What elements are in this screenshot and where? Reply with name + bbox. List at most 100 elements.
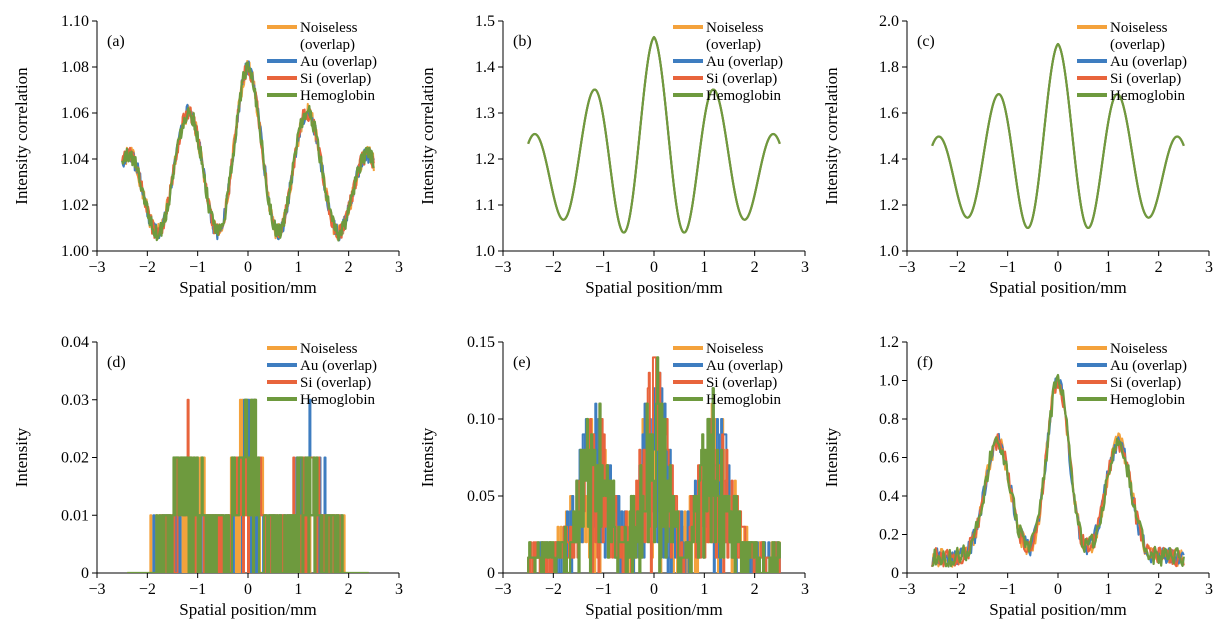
y-tick-label: 0.2 bbox=[879, 527, 899, 544]
legend-label-noiseless: (overlap) bbox=[706, 37, 761, 53]
x-tick-label: −2 bbox=[545, 259, 562, 276]
x-tick-label: 1 bbox=[1104, 259, 1112, 276]
legend-label-si: Si (overlap) bbox=[300, 71, 371, 87]
y-axis-label: Intensity bbox=[822, 427, 841, 487]
x-tick-label: −2 bbox=[139, 259, 156, 276]
x-tick-label: 0 bbox=[244, 581, 252, 598]
x-tick-label: 3 bbox=[1205, 259, 1213, 276]
legend-label-hemoglobin: Hemoglobin bbox=[706, 88, 781, 104]
x-tick-label: −2 bbox=[949, 259, 966, 276]
y-tick-label: 1.6 bbox=[879, 105, 899, 122]
y-tick-label: 1.06 bbox=[61, 105, 89, 122]
legend-label-hemoglobin: Hemoglobin bbox=[706, 392, 781, 408]
series-line-hemoglobin bbox=[127, 398, 369, 573]
panel-e: −3 −2 −1 0 1 2 3 0 0.05 0.10 0.15 Spatial position/… bbox=[418, 334, 809, 619]
x-tick-label: −1 bbox=[999, 581, 1016, 598]
y-tick-label: 0 bbox=[891, 565, 899, 582]
x-tick-label: −1 bbox=[189, 259, 206, 276]
y-tick-label: 0.01 bbox=[61, 507, 89, 524]
legend-label-noiseless: Noiseless bbox=[300, 341, 358, 357]
y-tick-label: 1.00 bbox=[61, 243, 89, 260]
series-line-hemoglobin bbox=[931, 42, 1185, 230]
y-tick-label: 1.10 bbox=[61, 13, 89, 30]
y-tick-label: 1.3 bbox=[475, 105, 495, 122]
x-tick-label: 1 bbox=[700, 259, 708, 276]
y-tick-label: 0.15 bbox=[467, 334, 495, 351]
y-tick-label: 1.5 bbox=[475, 13, 495, 30]
y-axis-label: Intensity correlation bbox=[12, 67, 31, 205]
y-tick-label: 1.8 bbox=[879, 59, 899, 76]
x-tick-label: −3 bbox=[898, 581, 915, 598]
panel-tag: (e) bbox=[513, 354, 531, 371]
legend-label-noiseless: Noiseless bbox=[706, 341, 764, 357]
x-tick-label: −3 bbox=[88, 581, 105, 598]
y-tick-label: 2.0 bbox=[879, 13, 899, 30]
x-axis-label: Spatial position/mm bbox=[179, 600, 316, 619]
legend-label-au: Au (overlap) bbox=[706, 358, 783, 374]
x-tick-label: 0 bbox=[650, 581, 658, 598]
y-tick-label: 1.0 bbox=[879, 243, 899, 260]
legend-label-au: Au (overlap) bbox=[300, 54, 377, 70]
y-tick-label: 1.0 bbox=[475, 243, 495, 260]
x-tick-label: 2 bbox=[345, 259, 353, 276]
legend-label-hemoglobin: Hemoglobin bbox=[300, 88, 375, 104]
legend-label-si: Si (overlap) bbox=[1110, 375, 1181, 391]
x-axis-label: Spatial position/mm bbox=[989, 278, 1126, 297]
legend-label-noiseless: Noiseless bbox=[706, 20, 764, 36]
y-tick-label: 0 bbox=[487, 565, 495, 582]
y-tick-label: 1.02 bbox=[61, 197, 89, 214]
y-axis-label: Intensity correlation bbox=[418, 67, 437, 205]
legend-label-si: Si (overlap) bbox=[706, 71, 777, 87]
legend-label-au: Au (overlap) bbox=[1110, 358, 1187, 374]
x-tick-label: −2 bbox=[139, 581, 156, 598]
panel-f: −3 −2 −1 0 1 2 3 0 0.2 0.4 0.6 0.8 1.0 1.2 Spatial pos… bbox=[822, 334, 1213, 619]
x-axis-label: Spatial position/mm bbox=[989, 600, 1126, 619]
legend-label-au: Au (overlap) bbox=[1110, 54, 1187, 70]
y-tick-label: 0.10 bbox=[467, 411, 495, 428]
x-axis-label: Spatial position/mm bbox=[179, 278, 316, 297]
series-line-hemoglobin bbox=[527, 36, 781, 234]
y-axis-label: Intensity correlation bbox=[822, 67, 841, 205]
x-tick-label: 2 bbox=[345, 581, 353, 598]
panel-b: −3 −2 −1 0 1 2 3 1.0 1.1 1.2 1.3 1.4 1.5 Spatial posi… bbox=[418, 13, 809, 297]
series-line-si bbox=[931, 379, 1185, 568]
y-tick-label: 1.2 bbox=[879, 197, 899, 214]
y-tick-label: 0.4 bbox=[879, 488, 899, 505]
legend-label-noiseless: (overlap) bbox=[1110, 37, 1165, 53]
y-tick-label: 1.0 bbox=[879, 373, 899, 390]
y-tick-label: 0.03 bbox=[61, 392, 89, 409]
series-line-hemoglobin bbox=[121, 61, 375, 242]
legend-label-noiseless: (overlap) bbox=[300, 37, 355, 53]
series-line-hemoglobin bbox=[527, 356, 781, 573]
y-axis-label: Intensity bbox=[12, 427, 31, 487]
x-tick-label: −1 bbox=[189, 581, 206, 598]
x-tick-label: −2 bbox=[545, 581, 562, 598]
x-tick-label: −3 bbox=[494, 581, 511, 598]
panel-d: −3 −2 −1 0 1 2 3 0 0.01 0.02 0.03 0.04 Spatial posit… bbox=[12, 334, 403, 619]
y-tick-label: 1.4 bbox=[879, 151, 899, 168]
panel-tag: (c) bbox=[917, 33, 935, 50]
legend-label-hemoglobin: Hemoglobin bbox=[1110, 392, 1185, 408]
x-tick-label: 3 bbox=[395, 259, 403, 276]
y-tick-label: 1.08 bbox=[61, 59, 89, 76]
y-tick-label: 0.04 bbox=[61, 334, 89, 351]
legend-label-au: Au (overlap) bbox=[706, 54, 783, 70]
panel-c: −3 −2 −1 0 1 2 3 1.0 1.2 1.4 1.6 1.8 2.0 Spatial posi… bbox=[822, 13, 1213, 297]
y-tick-label: 1.1 bbox=[475, 197, 495, 214]
panel-tag: (d) bbox=[107, 354, 126, 371]
panel-a: −3 −2 −1 0 1 2 3 1.00 1.02 1.04 1.06 1.08 1.10 Spatia… bbox=[12, 13, 403, 297]
y-tick-label: 0.8 bbox=[879, 411, 899, 428]
y-tick-label: 0.02 bbox=[61, 450, 89, 467]
x-tick-label: −3 bbox=[898, 259, 915, 276]
legend-label-au: Au (overlap) bbox=[300, 358, 377, 374]
x-tick-label: −3 bbox=[494, 259, 511, 276]
x-tick-label: −1 bbox=[595, 581, 612, 598]
x-tick-label: −1 bbox=[595, 259, 612, 276]
x-tick-label: 2 bbox=[1155, 581, 1163, 598]
y-tick-label: 0.05 bbox=[467, 488, 495, 505]
y-tick-label: 1.2 bbox=[879, 334, 899, 351]
x-tick-label: 1 bbox=[1104, 581, 1112, 598]
x-tick-label: 0 bbox=[650, 259, 658, 276]
